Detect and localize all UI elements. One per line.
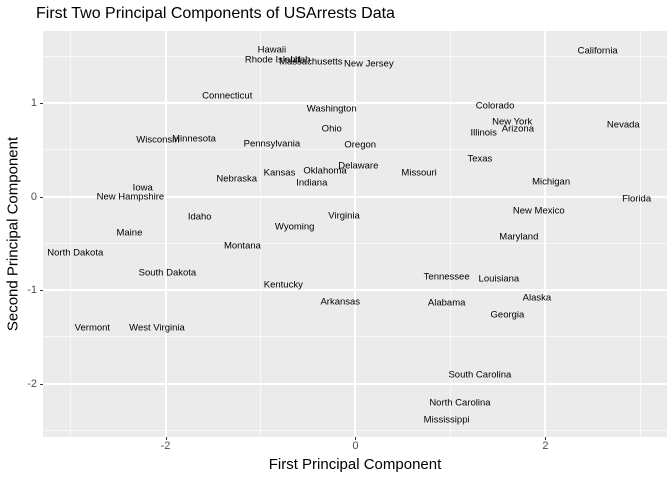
x-tick-mark <box>355 437 357 440</box>
state-label-ohio: Ohio <box>321 123 342 135</box>
y-tick-mark <box>40 383 43 385</box>
state-label-vermont: Vermont <box>74 321 111 333</box>
x-tick-label: 0 <box>352 440 359 452</box>
state-label-kansas: Kansas <box>263 167 296 179</box>
state-label-idaho: Idaho <box>187 211 212 223</box>
gridline-major-horizontal <box>43 102 667 105</box>
y-tick-mark <box>40 290 43 292</box>
state-label-montana: Montana <box>223 240 261 252</box>
x-tick-mark <box>165 437 167 440</box>
state-label-michigan: Michigan <box>532 175 571 187</box>
plot-title: First Two Principal Components of USArre… <box>36 5 395 22</box>
state-label-florida: Florida <box>622 193 652 205</box>
state-label-missouri: Missouri <box>401 167 437 179</box>
state-label-rhode-island: Rhode Island <box>244 54 301 66</box>
state-label-new-jersey: New Jersey <box>343 57 394 69</box>
state-label-washington: Washington <box>306 102 357 114</box>
state-label-arkansas: Arkansas <box>320 296 361 308</box>
state-label-nebraska: Nebraska <box>216 173 258 185</box>
gridline-minor-vertical <box>449 31 451 437</box>
state-label-massachusetts: Massachusetts <box>279 56 343 68</box>
state-label-kentucky: Kentucky <box>263 278 303 290</box>
y-tick-label: 1 <box>30 97 37 110</box>
state-label-nevada: Nevada <box>606 119 640 131</box>
plot-panel: Hawaii Rhode Island Utah Massachusetts New J… <box>43 31 667 437</box>
state-label-georgia: Georgia <box>490 309 525 321</box>
state-label-maryland: Maryland <box>499 231 539 243</box>
state-label-north-dakota: North Dakota <box>47 246 104 258</box>
state-label-texas: Texas <box>467 153 493 165</box>
gridline-major-horizontal <box>43 382 667 385</box>
x-tick-mark <box>545 437 547 440</box>
state-label-california: California <box>577 44 618 56</box>
gridline-major-horizontal <box>43 195 667 198</box>
state-label-north-carolina: North Carolina <box>429 397 491 409</box>
gridline-major-horizontal <box>43 289 667 292</box>
y-tick-mark <box>40 103 43 105</box>
state-label-west-virginia: West Virginia <box>129 322 185 334</box>
state-label-oregon: Oregon <box>344 139 377 151</box>
state-label-new-york: New York <box>492 115 533 127</box>
x-tick-label: -2 <box>160 440 171 452</box>
y-tick-label: -1 <box>27 284 37 297</box>
state-label-new-hampshire: New Hampshire <box>96 190 165 202</box>
y-tick-mark <box>40 196 43 198</box>
state-label-arizona: Arizona <box>501 123 534 135</box>
state-label-south-dakota: South Dakota <box>138 267 197 279</box>
state-label-mississippi: Mississippi <box>423 414 470 426</box>
state-label-wisconsin: Wisconsin <box>136 133 180 145</box>
state-label-virginia: Virginia <box>328 210 360 222</box>
state-label-new-mexico: New Mexico <box>512 204 565 216</box>
gridline-major-vertical <box>164 31 167 437</box>
state-label-tennessee: Tennessee <box>423 271 470 283</box>
state-label-indiana: Indiana <box>296 177 328 189</box>
gridline-minor-vertical <box>70 31 72 437</box>
state-label-colorado: Colorado <box>475 100 515 112</box>
y-tick-label: 0 <box>30 190 37 203</box>
state-label-iowa: Iowa <box>132 182 153 194</box>
state-label-connecticut: Connecticut <box>202 89 253 101</box>
state-label-alaska: Alaska <box>522 291 552 303</box>
gridline-major-vertical <box>354 31 357 437</box>
state-label-alabama: Alabama <box>427 297 466 309</box>
x-axis-title: First Principal Component <box>268 456 442 473</box>
y-tick-label: -2 <box>27 377 37 390</box>
state-label-maine: Maine <box>116 227 143 239</box>
state-label-hawaii: Hawaii <box>257 43 287 55</box>
state-label-pennsylvania: Pennsylvania <box>243 138 301 150</box>
state-label-oklahoma: Oklahoma <box>303 165 347 177</box>
y-axis-title: Second Principal Component <box>4 136 22 332</box>
state-label-louisiana: Louisiana <box>478 273 520 285</box>
state-label-south-carolina: South Carolina <box>448 369 512 381</box>
gridline-minor-vertical <box>259 31 261 437</box>
gridline-major-vertical <box>544 31 547 437</box>
state-label-delaware: Delaware <box>338 159 379 171</box>
x-tick-label: 2 <box>542 440 549 452</box>
state-label-wyoming: Wyoming <box>274 220 315 232</box>
state-label-illinois: Illinois <box>470 127 497 139</box>
gridline-minor-vertical <box>639 31 641 437</box>
state-label-minnesota: Minnesota <box>172 132 216 144</box>
state-label-utah: Utah <box>290 54 311 66</box>
